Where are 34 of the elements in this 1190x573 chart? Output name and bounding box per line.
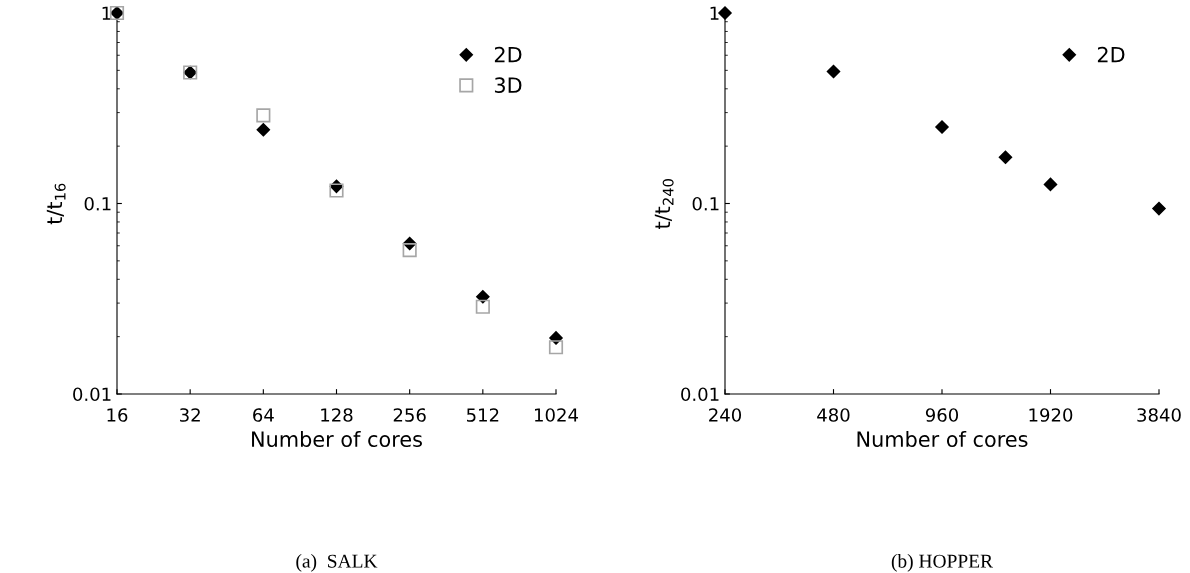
y-tick-label: 1 (710, 6, 719, 20)
text: (a) SALK (296, 554, 378, 572)
x-tick-label: 1920 (1029, 408, 1073, 422)
y-axis-title: t/t$_{16}$ (46, 183, 66, 225)
x-tick-label: 1024 (535, 408, 578, 422)
text: (b) HOPPER (891, 554, 994, 572)
x-tick-label: 3840 (1137, 408, 1181, 422)
x-tick-label: 240 (709, 408, 742, 422)
x-tick-label: 960 (925, 408, 959, 422)
x-tick-label: 256 (393, 408, 426, 422)
legend-label: 2D (1097, 46, 1125, 63)
legend-label: 2D (494, 46, 522, 63)
x-tick-label: 128 (321, 408, 353, 422)
point (548, 340, 564, 355)
point (476, 290, 490, 304)
legend-label: 3D (494, 77, 522, 94)
x-axis-title: Number of cores (857, 430, 1028, 448)
x-tick-label: 16 (107, 408, 128, 422)
x-tick-label: 480 (817, 408, 850, 422)
y-tick-label: 1 (102, 6, 111, 20)
point (256, 108, 271, 123)
point (256, 122, 271, 137)
y-tick-label: 0.1 (692, 196, 719, 211)
x-axis-title: Number of cores (252, 430, 422, 448)
y-tick-label: 0.01 (73, 387, 111, 402)
x-tick-label: 64 (253, 408, 274, 422)
y-tick-label: 0.1 (84, 196, 111, 211)
point (402, 243, 417, 258)
point (329, 183, 344, 198)
y-axis-title: t/t$_{240}$ (654, 179, 674, 229)
x-tick-label: 512 (467, 408, 499, 422)
point (475, 299, 490, 314)
x-tick-label: 32 (180, 408, 200, 422)
y-tick-label: 0.01 (681, 387, 719, 402)
